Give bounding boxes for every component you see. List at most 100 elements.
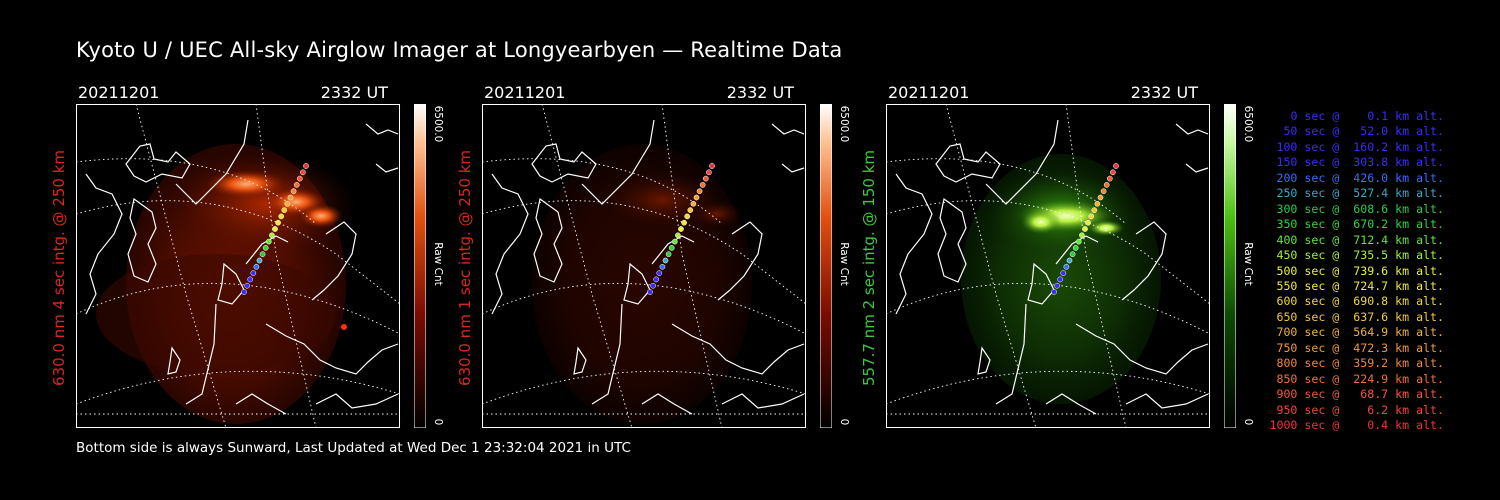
trajectory-point — [269, 232, 275, 239]
trajectory-point — [656, 270, 663, 276]
panel-ylabel-wrap: 557.7 nm 2 sec intg. @ 150 km — [858, 108, 880, 428]
trajectory-point — [1100, 188, 1107, 195]
panel-date: 20211201 — [888, 83, 970, 102]
trajectory-point — [1060, 270, 1067, 276]
cbar-min: 0 — [838, 418, 850, 426]
trajectory-point — [284, 200, 291, 207]
legend-row: 100 sec @ 160.2 km alt. — [1276, 139, 1444, 154]
trajectory — [241, 163, 309, 295]
trajectory-point — [1075, 238, 1082, 245]
cbar-min: 0 — [1242, 418, 1254, 426]
legend-row: 250 sec @ 527.4 km alt. — [1276, 186, 1444, 201]
trajectory-point — [1110, 169, 1116, 176]
trajectory-point — [1063, 263, 1070, 270]
trajectory-point — [1113, 163, 1119, 169]
colorbar-labels: 6500.0 Raw Cnt 0 — [429, 104, 447, 428]
trajectory-point — [702, 175, 709, 182]
trajectory — [647, 163, 715, 295]
panel-630-1s: 20211201 2332 UT 630.0 nm 1 sec intg. @ … — [456, 80, 862, 440]
trajectory-point — [290, 188, 297, 195]
trajectory-point — [696, 188, 703, 195]
trajectory-point — [690, 200, 697, 207]
trajectory-point — [1057, 276, 1064, 283]
trajectory-point — [1088, 213, 1095, 220]
colorbar-labels: 6500.0 Raw Cnt 0 — [835, 104, 853, 428]
legend-row: 350 sec @ 670.2 km alt. — [1276, 217, 1444, 232]
trajectory-point — [256, 257, 263, 264]
allsky-image-630-4s — [76, 104, 400, 428]
trajectory-point — [706, 169, 712, 176]
trajectory-point — [1106, 175, 1113, 182]
trajectory-point — [303, 163, 309, 169]
legend-row: 850 sec @ 224.9 km alt. — [1276, 371, 1444, 386]
trajectory-point — [681, 219, 687, 226]
trajectory-point — [668, 245, 675, 251]
trajectory-point — [693, 194, 700, 201]
legend-row: 300 sec @ 608.6 km alt. — [1276, 201, 1444, 216]
panel-time: 2332 UT — [1130, 83, 1198, 102]
cbar-unit: Raw Cnt — [432, 242, 444, 286]
trajectory-point — [300, 169, 306, 176]
legend-row: 150 sec @ 303.8 km alt. — [1276, 155, 1444, 170]
cbar-max: 6500.0 — [1242, 105, 1254, 143]
legend-row: 650 sec @ 637.6 km alt. — [1276, 309, 1444, 324]
lat-lon-grid — [76, 104, 400, 428]
trajectory-point — [1085, 219, 1091, 226]
trajectory-point — [1066, 257, 1073, 264]
trajectory-point — [687, 207, 694, 213]
colorbar — [414, 104, 426, 428]
trajectory-point — [1094, 200, 1101, 207]
trajectory-point — [1082, 226, 1088, 232]
trajectory-point — [296, 175, 303, 182]
trajectory-point — [671, 238, 678, 245]
trajectory-point — [665, 251, 672, 258]
legend-row: 800 sec @ 359.2 km alt. — [1276, 356, 1444, 371]
cbar-unit: Raw Cnt — [838, 242, 850, 286]
legend-row: 1000 sec @ 0.4 km alt. — [1269, 418, 1444, 433]
trajectory-point — [678, 226, 684, 232]
trajectory-point — [709, 163, 715, 169]
trajectory-point — [244, 282, 250, 289]
panel-ylabel-wrap: 630.0 nm 4 sec intg. @ 250 km — [48, 108, 70, 428]
trajectory — [1051, 163, 1119, 295]
cbar-min: 0 — [432, 418, 444, 426]
trajectory-point — [250, 270, 257, 276]
panel-557-2s: 20211201 2332 UT 557.7 nm 2 sec intg. @ … — [860, 80, 1266, 440]
cbar-max: 6500.0 — [432, 105, 444, 143]
trajectory-point — [275, 219, 281, 226]
trajectory-point — [1051, 289, 1057, 295]
trajectory-point — [1091, 207, 1098, 213]
panel-date: 20211201 — [78, 83, 160, 102]
trajectory-point — [278, 213, 285, 220]
trajectory-point — [293, 182, 300, 188]
legend-row: 400 sec @ 712.4 km alt. — [1276, 232, 1444, 247]
coastline — [85, 119, 399, 415]
legend-row: 700 sec @ 564.9 km alt. — [1276, 325, 1444, 340]
trajectory-point — [1097, 194, 1104, 201]
legend-row: 500 sec @ 739.6 km alt. — [1276, 263, 1444, 278]
legend-row: 450 sec @ 735.5 km alt. — [1276, 248, 1444, 263]
panel-date: 20211201 — [484, 83, 566, 102]
panel-ylabel: 630.0 nm 1 sec intg. @ 250 km — [456, 149, 474, 387]
cbar-unit: Raw Cnt — [1242, 242, 1254, 286]
panel-ylabel-wrap: 630.0 nm 1 sec intg. @ 250 km — [454, 108, 476, 428]
trajectory-point — [247, 276, 254, 283]
trajectory-point — [684, 213, 691, 220]
panel-630-4s: 20211201 2332 UT 630.0 nm 4 sec intg. @ … — [50, 80, 456, 440]
legend-row: 900 sec @ 68.7 km alt. — [1276, 387, 1444, 402]
trajectory-point — [1103, 182, 1110, 188]
panel-ylabel: 557.7 nm 2 sec intg. @ 150 km — [860, 149, 878, 387]
trajectory-point — [653, 276, 660, 283]
trajectory-point — [259, 251, 266, 258]
trajectory-point — [1069, 251, 1076, 258]
trajectory-point — [272, 226, 278, 232]
trajectory-point — [1079, 232, 1085, 239]
panel-time: 2332 UT — [726, 83, 794, 102]
panel-time: 2332 UT — [320, 83, 388, 102]
trajectory-point — [281, 207, 288, 213]
cbar-max: 6500.0 — [838, 105, 850, 143]
trajectory-point — [262, 245, 269, 251]
trajectory-legend: 0 sec @ 0.1 km alt. 50 sec @ 52.0 km alt.… — [1268, 109, 1444, 434]
trajectory-point — [1072, 245, 1079, 251]
footer-note: Bottom side is always Sunward, Last Upda… — [76, 440, 631, 456]
